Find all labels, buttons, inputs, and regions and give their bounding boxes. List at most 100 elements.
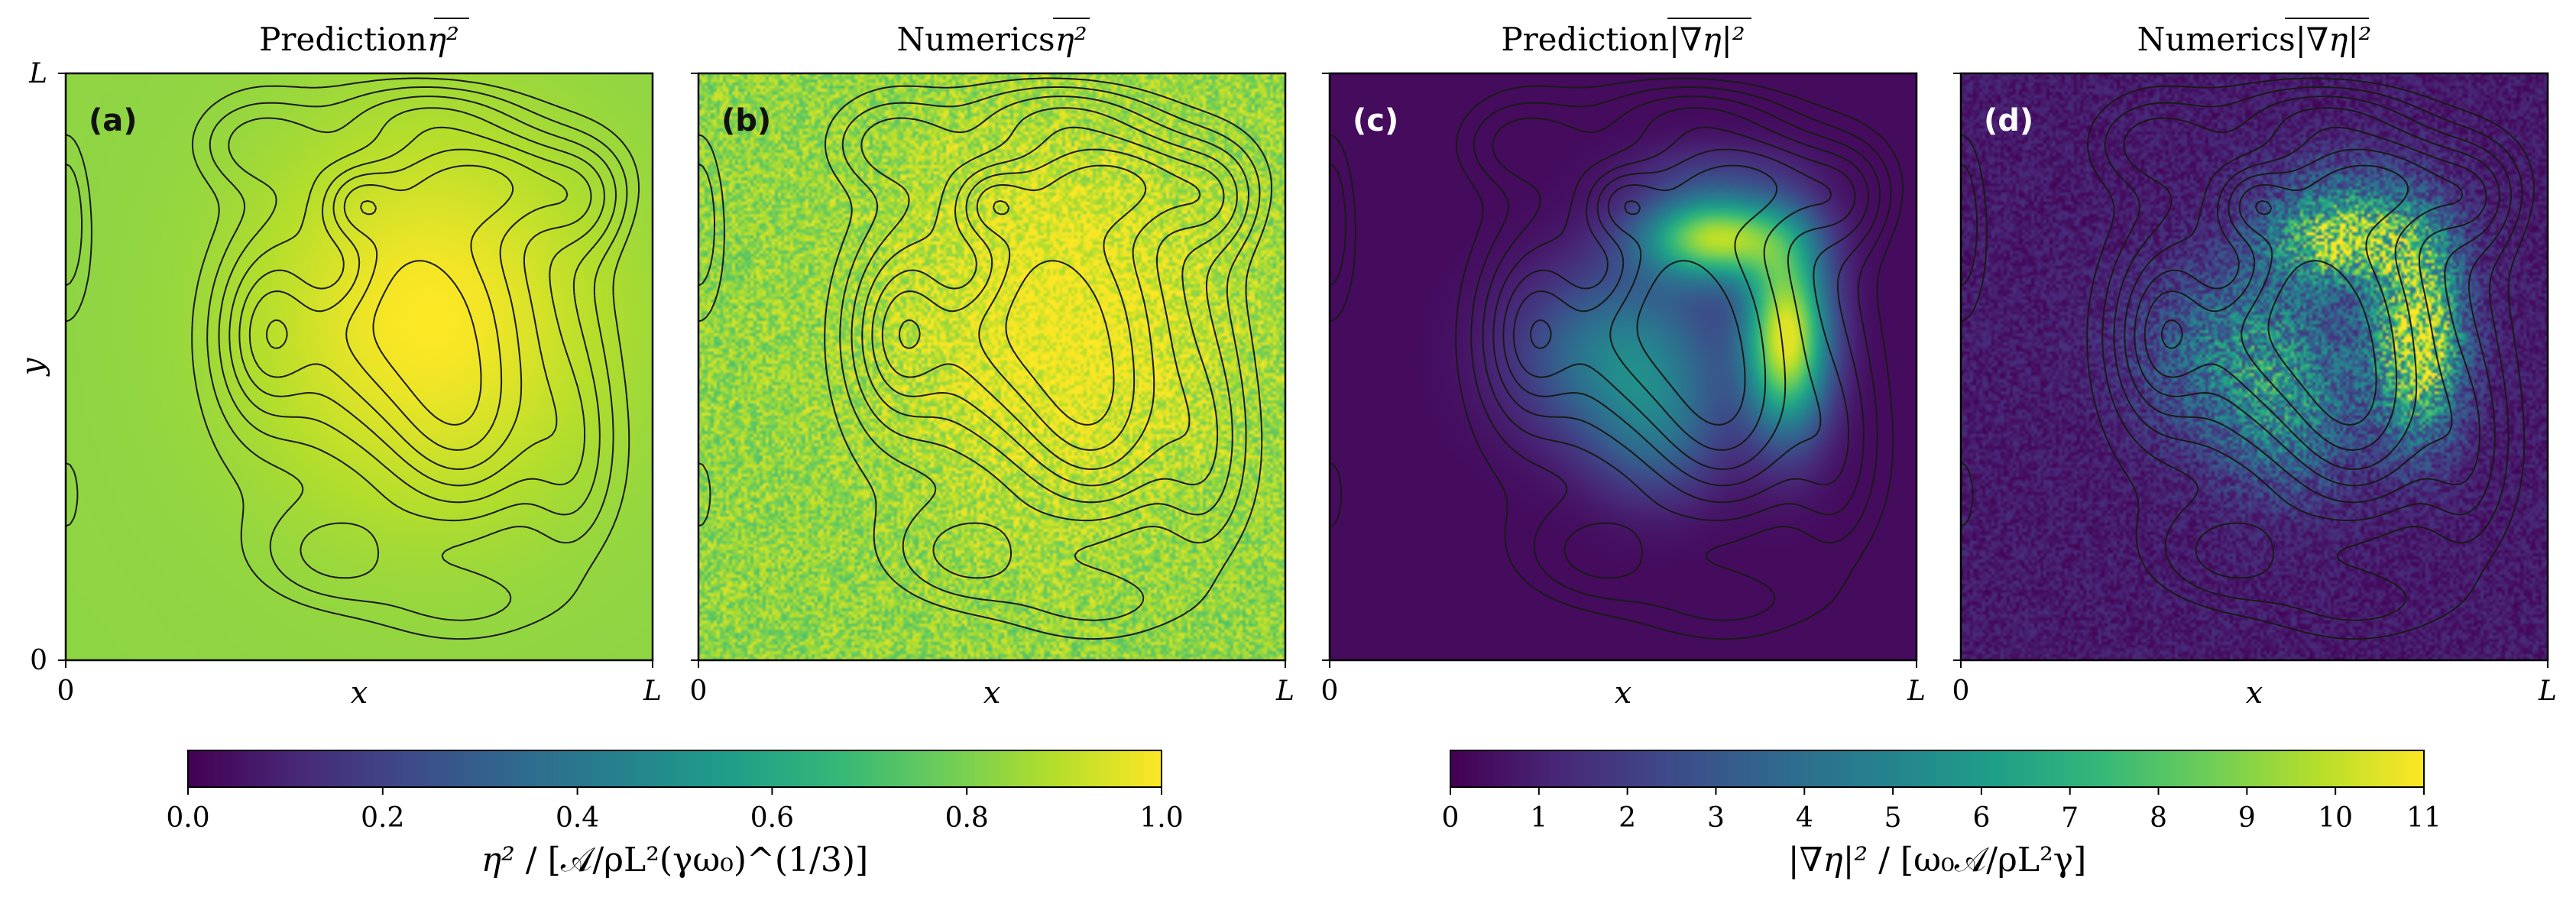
x-tick-label-0: 0 xyxy=(1321,676,1339,707)
y-tick-label-L: L xyxy=(28,58,47,89)
panel-title-math: η² xyxy=(1055,21,1087,58)
colorbar-ticks: 0.0 0.2 0.4 0.6 0.8 1.0 xyxy=(166,787,1184,834)
colorbar-tick-label: 0 xyxy=(1442,802,1460,834)
panel-title: Prediction|∇η|² xyxy=(1501,21,1745,58)
colorbar-tick-label: 7 xyxy=(2061,802,2079,834)
axes-frame xyxy=(1959,72,2549,662)
colorbar-tick-label: 0.4 xyxy=(556,802,599,834)
contour-line-0 xyxy=(1960,77,2535,640)
x-tick-label-0: 0 xyxy=(690,676,708,707)
contour-line-1 xyxy=(1329,86,1892,621)
contour-line-0 xyxy=(65,77,640,640)
contour-lines xyxy=(698,77,1272,640)
panel-title: Numericsη² xyxy=(896,21,1087,58)
colorbar-gradient xyxy=(1450,750,2424,787)
x-tick-label-0: 0 xyxy=(57,676,75,707)
colorbar-tick-label: 1 xyxy=(1530,802,1547,834)
colorbar-label: |∇η|² / [ω₀𝒜/ρL²γ] xyxy=(1788,841,2087,880)
contour-lines xyxy=(1960,77,2535,640)
contour-line-6 xyxy=(266,164,514,451)
colorbar-tick-label: 10 xyxy=(2318,802,2353,834)
colorbar-frame xyxy=(1450,750,2425,788)
x-axis-label: x xyxy=(983,676,1001,711)
colorbar-label-main: η² xyxy=(481,841,515,880)
panel-b: (b) Numericsη² x 0 L xyxy=(690,18,1294,711)
colorbar-label-rest: / [𝒜/ρL²(γω₀)^(1/3)] xyxy=(515,841,868,880)
colorbar-label: η² / [𝒜/ρL²(γω₀)^(1/3)] xyxy=(481,841,868,880)
colorbar-tick-label: 4 xyxy=(1796,802,1813,834)
colorbar-gradient xyxy=(188,750,1162,787)
panel-title-math: η² xyxy=(427,21,459,58)
panel-title-math: |∇η|² xyxy=(2296,21,2372,58)
axes-frame xyxy=(697,72,1287,662)
colorbar-tick-label: 5 xyxy=(1884,802,1902,834)
panel-title-word: Prediction xyxy=(259,21,427,58)
panel-title: Predictionη² xyxy=(259,21,459,58)
panel-title-word: Prediction xyxy=(1501,21,1669,58)
panel-label: (c) xyxy=(1353,103,1398,138)
colorbar-tick-label: 0.8 xyxy=(945,802,989,834)
heatmap-image xyxy=(698,73,1285,660)
contour-line-0 xyxy=(1329,77,1904,640)
x-tick-label-L: L xyxy=(1275,676,1294,707)
colorbar-label-main: |∇η|² xyxy=(1788,841,1868,880)
axes-frame xyxy=(1328,72,1918,662)
colorbar-tick-label: 8 xyxy=(2150,802,2167,834)
colorbar-frame xyxy=(187,750,1162,788)
colorbar-label-rest: / [ω₀𝒜/ρL²γ] xyxy=(1868,841,2086,880)
contour-line-7 xyxy=(360,199,482,426)
contour-line-3 xyxy=(861,107,1238,504)
heatmap-image xyxy=(1330,73,1917,660)
contour-line-4 xyxy=(1502,126,1856,487)
axes-frame xyxy=(64,72,654,662)
colorbar-tick-label: 3 xyxy=(1707,802,1725,834)
colorbar-tick-label: 9 xyxy=(2238,802,2256,834)
contour-lines xyxy=(1329,77,1904,640)
panel-title-word: Numerics xyxy=(896,21,1055,58)
contour-line-2 xyxy=(1482,96,1881,579)
contour-line-5 xyxy=(248,148,569,470)
contour-line-4 xyxy=(2134,126,2487,487)
contour-line-3 xyxy=(2124,107,2500,504)
contour-line-2 xyxy=(2113,96,2512,579)
contour-line-7 xyxy=(993,199,1115,426)
x-axis-label: x xyxy=(351,676,368,711)
contour-line-2 xyxy=(851,96,1249,579)
x-tick-label-0: 0 xyxy=(1952,676,1970,707)
y-tick-label-0: 0 xyxy=(30,645,47,676)
panel-d: (d) Numerics|∇η|² x 0 L xyxy=(1952,18,2557,711)
colorbar-tick-label: 0.6 xyxy=(750,802,794,834)
contour-line-6 xyxy=(899,164,1147,451)
x-tick-label-L: L xyxy=(1907,676,1926,707)
panel-a: (a) Predictionη² x y 0 L 0 L xyxy=(15,18,662,711)
x-axis-label: x xyxy=(1615,676,1632,711)
panel-c: (c) Prediction|∇η|² x 0 L xyxy=(1321,18,1926,711)
x-tick-label-L: L xyxy=(643,676,662,707)
heatmap-image xyxy=(66,73,653,660)
contour-line-5 xyxy=(881,148,1201,470)
contour-line-6 xyxy=(1530,164,1778,451)
colorbar-tick-label: 0.2 xyxy=(361,802,404,834)
x-axis-label: x xyxy=(2246,676,2263,711)
colorbar-tick-label: 11 xyxy=(2406,802,2442,834)
contour-line-4 xyxy=(238,126,592,487)
panel-title: Numerics|∇η|² xyxy=(2137,21,2372,58)
contour-line-4 xyxy=(871,126,1225,487)
panel-title-math: |∇η|² xyxy=(1669,21,1745,58)
contour-line-1 xyxy=(65,86,628,621)
y-axis-label: y xyxy=(15,357,50,377)
colorbar-tick-label: 2 xyxy=(1619,802,1636,834)
colorbar-tick-label: 0.0 xyxy=(166,802,209,834)
colorbar-tick-label: 6 xyxy=(1972,802,1990,834)
panel-label: (d) xyxy=(1984,103,2033,138)
contour-line-7 xyxy=(2255,199,2377,426)
contour-line-3 xyxy=(1492,107,1869,504)
contour-line-0 xyxy=(698,77,1272,640)
contour-line-5 xyxy=(2143,148,2464,470)
panel-label: (a) xyxy=(89,103,138,138)
contour-line-6 xyxy=(2161,164,2409,451)
grad2-colorbar: 0 1 2 3 4 5 6 7 8 9 10 11 |∇η|² / [ω₀𝒜/ρL²γ] xyxy=(1442,750,2442,880)
contour-lines xyxy=(65,77,640,640)
contour-line-3 xyxy=(228,107,605,504)
